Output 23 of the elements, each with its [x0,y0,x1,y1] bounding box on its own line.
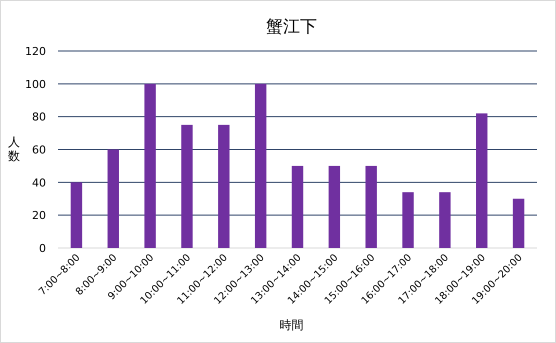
y-tick-label: 60 [32,144,46,156]
bar [70,182,82,248]
bar [292,166,304,248]
y-tick-label: 100 [25,78,46,91]
y-axis-title: 人数 [8,135,20,163]
x-axis-title: 時間 [280,318,304,332]
bar [181,124,193,248]
bar [254,84,266,248]
bar [402,192,414,248]
bar [512,198,524,248]
y-tick-label: 80 [32,110,46,124]
bar [144,84,156,248]
bar [218,124,230,248]
y-tick-label: 0 [39,242,46,255]
bar [328,166,340,248]
bar [476,113,488,248]
y-tick-label: 120 [25,45,46,58]
bar [108,150,119,248]
bar [365,166,377,248]
bar [439,192,451,248]
chart-title: 蟹江下 [266,17,317,37]
y-tick-label: 40 [32,176,46,190]
y-tick-label: 20 [32,209,46,222]
